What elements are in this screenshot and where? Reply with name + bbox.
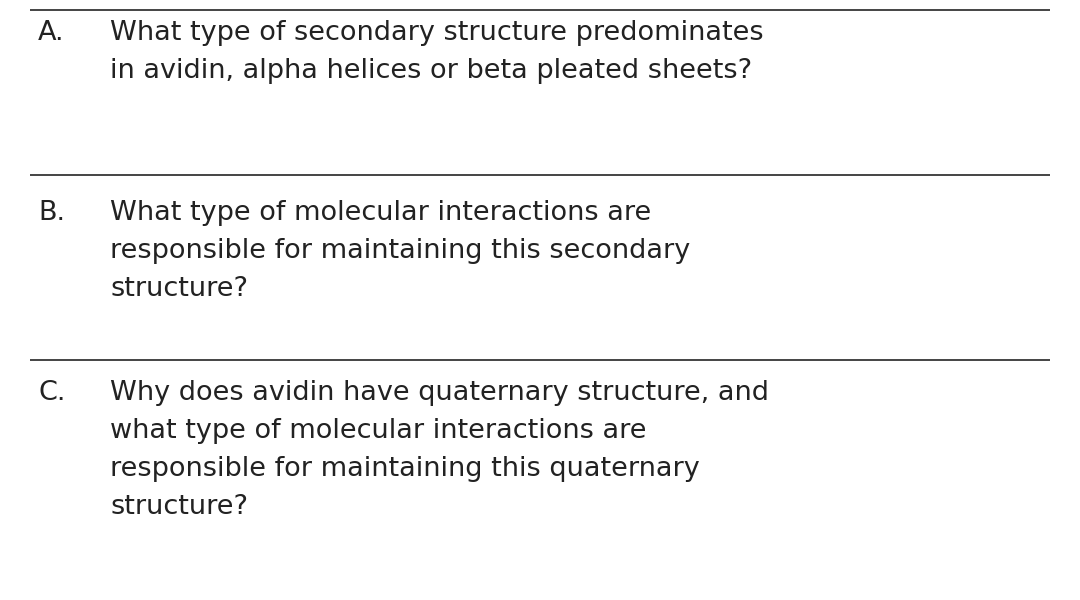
Text: what type of molecular interactions are: what type of molecular interactions are xyxy=(110,418,647,444)
Text: structure?: structure? xyxy=(110,276,248,302)
Text: responsible for maintaining this secondary: responsible for maintaining this seconda… xyxy=(110,238,690,264)
Text: A.: A. xyxy=(38,20,65,46)
Text: What type of molecular interactions are: What type of molecular interactions are xyxy=(110,200,651,226)
Text: Why does avidin have quaternary structure, and: Why does avidin have quaternary structur… xyxy=(110,380,769,406)
Text: C.: C. xyxy=(38,380,66,406)
Text: structure?: structure? xyxy=(110,494,248,520)
Text: responsible for maintaining this quaternary: responsible for maintaining this quatern… xyxy=(110,456,700,482)
Text: B.: B. xyxy=(38,200,65,226)
Text: What type of secondary structure predominates: What type of secondary structure predomi… xyxy=(110,20,764,46)
Text: in avidin, alpha helices or beta pleated sheets?: in avidin, alpha helices or beta pleated… xyxy=(110,58,752,84)
